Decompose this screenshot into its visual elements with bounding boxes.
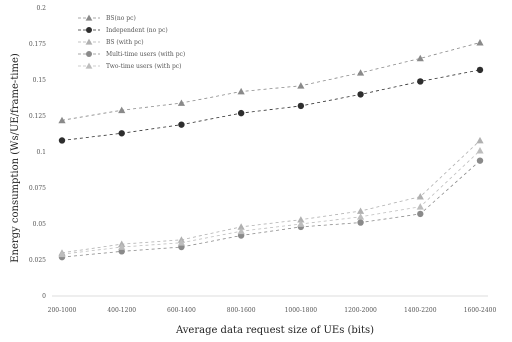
data-point bbox=[237, 223, 245, 230]
data-point bbox=[357, 219, 364, 226]
x-tick-label: 400-1200 bbox=[107, 307, 136, 314]
data-point bbox=[416, 54, 424, 62]
data-point bbox=[178, 121, 185, 128]
x-tick-label: 800-1600 bbox=[227, 307, 256, 314]
series-line bbox=[61, 42, 481, 121]
data-point bbox=[357, 91, 364, 98]
y-tick-label: 0.075 bbox=[29, 185, 46, 192]
y-tick-label: 0.15 bbox=[33, 77, 47, 84]
data-point bbox=[297, 82, 305, 89]
legend-marker bbox=[86, 51, 92, 57]
legend-label: Multi-time users (with pc) bbox=[106, 51, 185, 58]
data-point bbox=[417, 210, 424, 218]
legend-marker bbox=[85, 14, 93, 21]
legend-label: Independent (no pc) bbox=[106, 27, 168, 34]
axes: 0 0.025 0.05 0.075 0.1 0.125 0.15 0.175 0.2 200-1… bbox=[29, 5, 497, 314]
x-tick-label: 600-1400 bbox=[167, 307, 196, 314]
legend-label: BS (with pc) bbox=[106, 39, 144, 46]
data-point bbox=[476, 66, 484, 74]
series-line bbox=[61, 160, 481, 258]
x-tick-label: 1400-2200 bbox=[404, 307, 437, 314]
x-tick-label: 1600-2400 bbox=[464, 307, 497, 314]
data-point bbox=[118, 106, 126, 114]
x-tick-label: 1200-2000 bbox=[344, 307, 377, 314]
data-point bbox=[118, 243, 126, 250]
legend-entry-3: BS (with pc) bbox=[78, 38, 144, 46]
y-tick-label: 0.125 bbox=[29, 113, 46, 120]
x-axis-title: Average data request size of UEs (bits) bbox=[175, 325, 374, 336]
legend-entry-2: Independent (no pc) bbox=[78, 27, 168, 34]
legend-entry-4: Multi-time users (with pc) bbox=[78, 51, 185, 58]
y-tick-label: 0 bbox=[42, 293, 46, 300]
data-point bbox=[177, 99, 186, 106]
data-point bbox=[476, 146, 484, 154]
series-5 bbox=[58, 146, 484, 258]
data-point bbox=[177, 239, 186, 246]
series-line bbox=[61, 150, 481, 255]
data-point bbox=[417, 78, 424, 85]
data-point bbox=[297, 102, 305, 110]
data-point bbox=[58, 116, 66, 124]
series-3 bbox=[58, 136, 484, 256]
data-point bbox=[237, 227, 245, 235]
y-tick-label: 0.025 bbox=[29, 257, 46, 264]
data-point bbox=[416, 203, 424, 210]
data-point bbox=[356, 207, 365, 214]
data-point bbox=[476, 157, 484, 164]
data-point bbox=[476, 136, 484, 144]
x-tick-label: 1000-1800 bbox=[285, 307, 318, 314]
data-point bbox=[416, 193, 424, 200]
series-1 bbox=[58, 38, 484, 124]
y-tick-label: 0.05 bbox=[33, 221, 47, 228]
legend-label: BS(no pc) bbox=[106, 15, 136, 22]
legend-marker bbox=[86, 27, 92, 33]
legend-entry-5: Two-time users (with pc) bbox=[78, 62, 182, 70]
y-axis-title: Energy consumption (Ws/UE/frame-time) bbox=[10, 53, 21, 263]
data-point bbox=[237, 109, 245, 117]
legend-entry-1: BS(no pc) bbox=[78, 14, 136, 22]
y-tick-label: 0.2 bbox=[36, 5, 46, 12]
data-point bbox=[297, 220, 305, 227]
series-line bbox=[61, 140, 481, 254]
data-point bbox=[297, 216, 305, 223]
data-point bbox=[356, 213, 365, 220]
legend-label: Two-time users (with pc) bbox=[106, 63, 182, 70]
legend-marker bbox=[85, 38, 93, 45]
data-point bbox=[356, 69, 365, 76]
data-point bbox=[118, 130, 125, 137]
series-line bbox=[61, 69, 481, 141]
data-point bbox=[476, 38, 484, 46]
data-point bbox=[237, 87, 245, 95]
data-point bbox=[58, 250, 66, 258]
series-layer bbox=[58, 38, 484, 261]
data-point bbox=[58, 137, 66, 144]
x-tick-label: 200-1000 bbox=[48, 307, 77, 314]
series-2 bbox=[58, 66, 484, 144]
legend: BS(no pc) Independent (no pc) BS (with pc)… bbox=[78, 14, 185, 70]
y-tick-label: 0.1 bbox=[36, 149, 46, 156]
legend-marker bbox=[85, 62, 93, 69]
y-tick-label: 0.175 bbox=[29, 41, 46, 48]
